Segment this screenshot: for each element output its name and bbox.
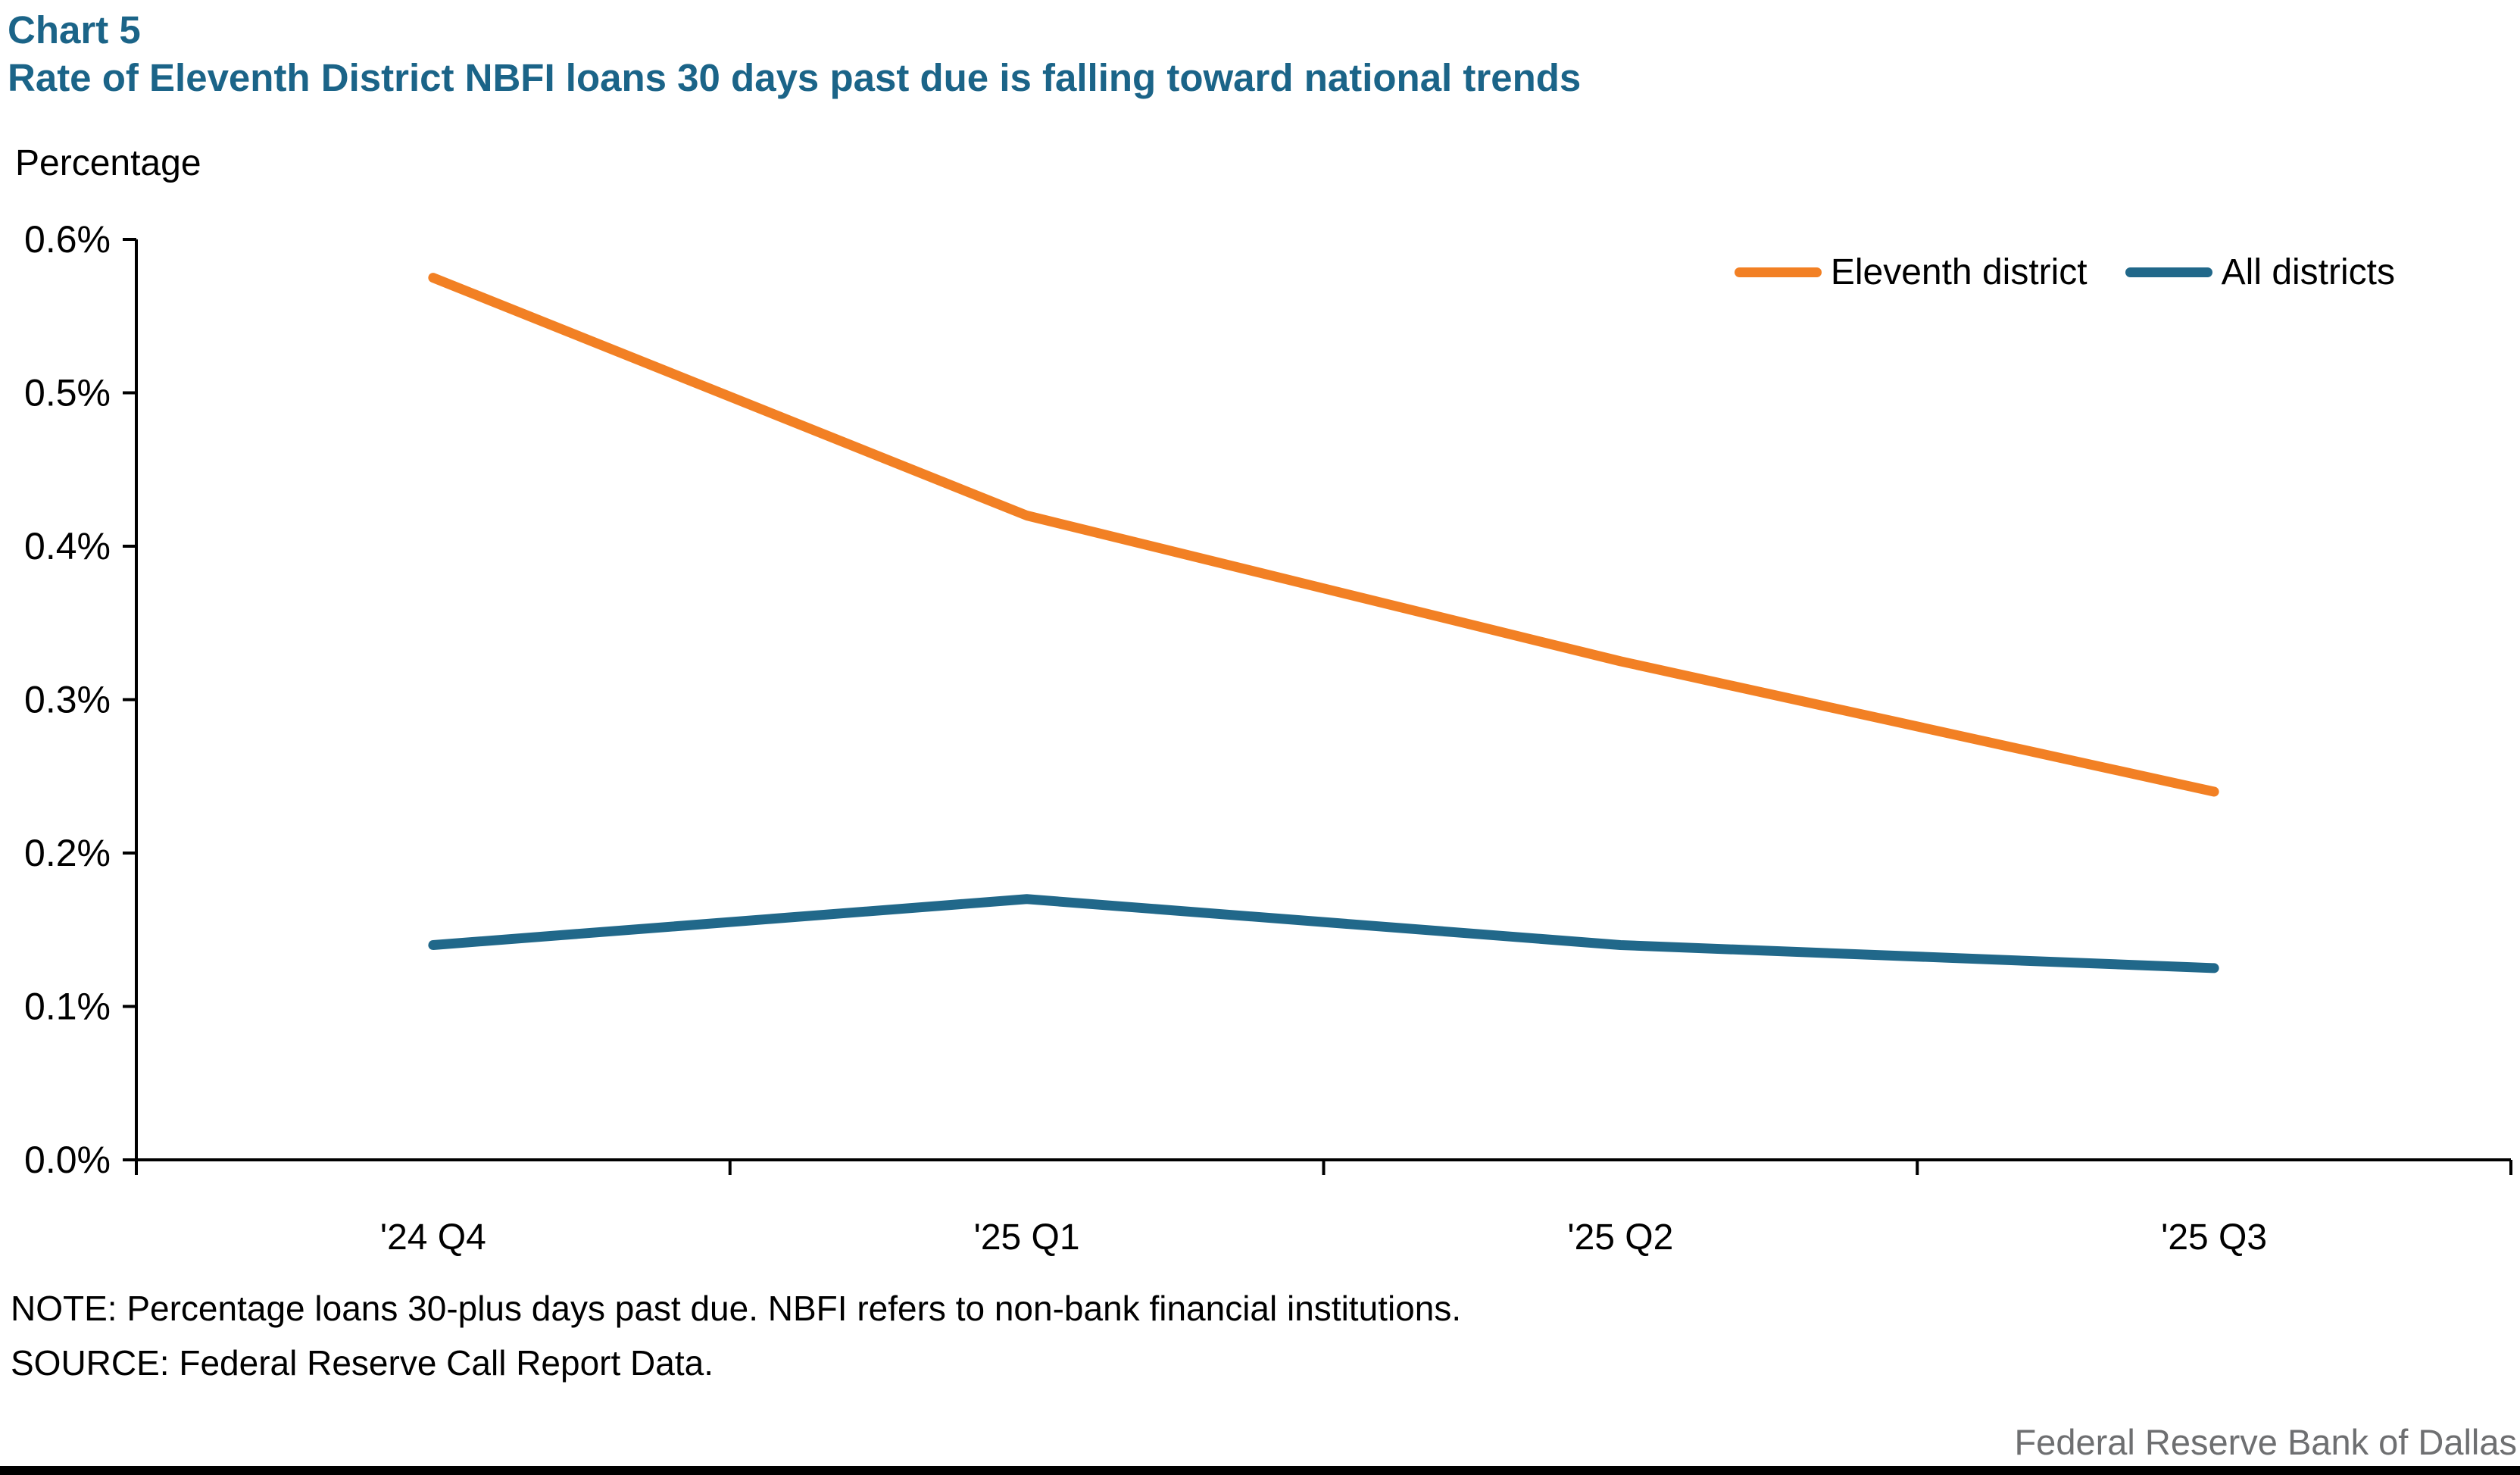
x-tick-label: '25 Q3: [2161, 1217, 2267, 1258]
y-tick-label: 0.0%: [24, 1139, 111, 1181]
y-tick-label: 0.2%: [24, 832, 111, 874]
y-tick-label: 0.5%: [24, 372, 111, 414]
y-axis-unit-label: Percentage: [15, 143, 201, 183]
note-text: NOTE: Percentage loans 30-plus days past…: [11, 1289, 1462, 1328]
chart-number: Chart 5: [8, 8, 141, 52]
legend-swatch-all-districts: [2125, 267, 2212, 277]
y-tick-label: 0.4%: [24, 525, 111, 567]
footer-bar: [0, 1466, 2520, 1475]
legend-label-all-districts: All districts: [2221, 252, 2395, 292]
x-tick-label: '24 Q4: [380, 1217, 486, 1258]
source-text: SOURCE: Federal Reserve Call Report Data…: [11, 1343, 714, 1383]
x-tick-label: '25 Q1: [974, 1217, 1080, 1258]
legend: Eleventh district All districts: [1734, 252, 2395, 293]
series-line-all-districts: [428, 894, 2219, 973]
y-tick-label: 0.1%: [24, 986, 111, 1028]
y-tick-label: 0.3%: [24, 679, 111, 721]
chart-header: Chart 5 Rate of Eleventh District NBFI l…: [8, 6, 1581, 102]
chart-title: Rate of Eleventh District NBFI loans 30 …: [8, 56, 1582, 99]
legend-item-eleventh-district: Eleventh district: [1734, 252, 2088, 293]
branding-text: Federal Reserve Bank of Dallas: [2014, 1422, 2517, 1462]
series-line-eleventh-district: [428, 273, 2219, 797]
legend-label-eleventh-district: Eleventh district: [1830, 252, 2088, 292]
legend-item-all-districts: All districts: [2125, 252, 2395, 293]
x-tick-label: '25 Q2: [1567, 1217, 1673, 1258]
legend-swatch-eleventh-district: [1734, 267, 1822, 277]
y-tick-label: 0.6%: [24, 218, 111, 261]
